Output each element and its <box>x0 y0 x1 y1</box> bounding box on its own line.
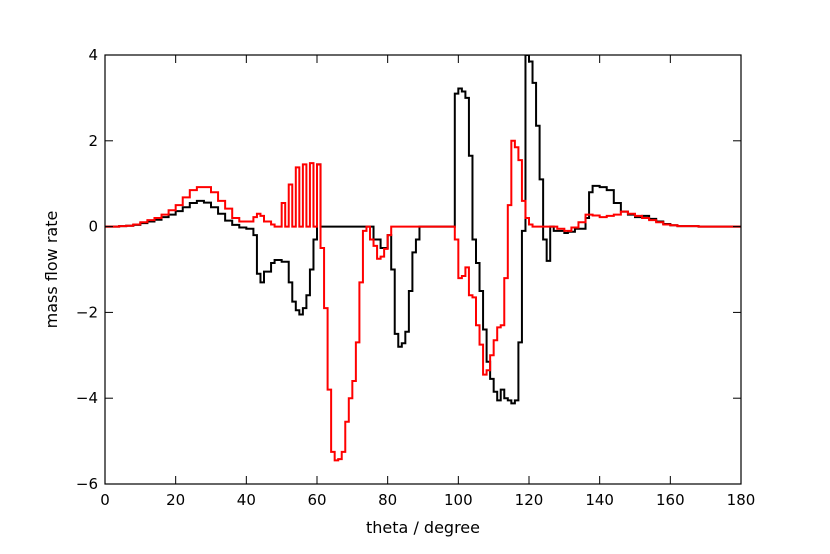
y-tick-label: −6 <box>76 475 98 493</box>
x-tick-label: 100 <box>444 491 473 509</box>
y-tick-label: 4 <box>88 46 98 64</box>
x-tick-label: 180 <box>727 491 756 509</box>
plot-frame <box>104 54 742 485</box>
x-tick-label: 0 <box>100 491 110 509</box>
y-axis-label: mass flow rate <box>42 211 61 329</box>
x-axis-label: theta / degree <box>366 518 480 537</box>
y-tick-label: −2 <box>76 303 98 321</box>
series-line-1 <box>105 55 741 405</box>
series-line-2 <box>105 139 741 462</box>
x-tick-label: 80 <box>378 491 397 509</box>
x-tick-label: 140 <box>585 491 614 509</box>
y-tick-label: 2 <box>88 132 98 150</box>
x-tick-label: 20 <box>166 491 185 509</box>
y-tick-label: 0 <box>88 218 98 236</box>
series-layer <box>105 55 741 462</box>
y-tick-label: −4 <box>76 389 98 407</box>
x-tick-label: 120 <box>515 491 544 509</box>
x-tick-label: 160 <box>656 491 685 509</box>
x-tick-label: 60 <box>307 491 326 509</box>
x-tick-label: 40 <box>237 491 256 509</box>
